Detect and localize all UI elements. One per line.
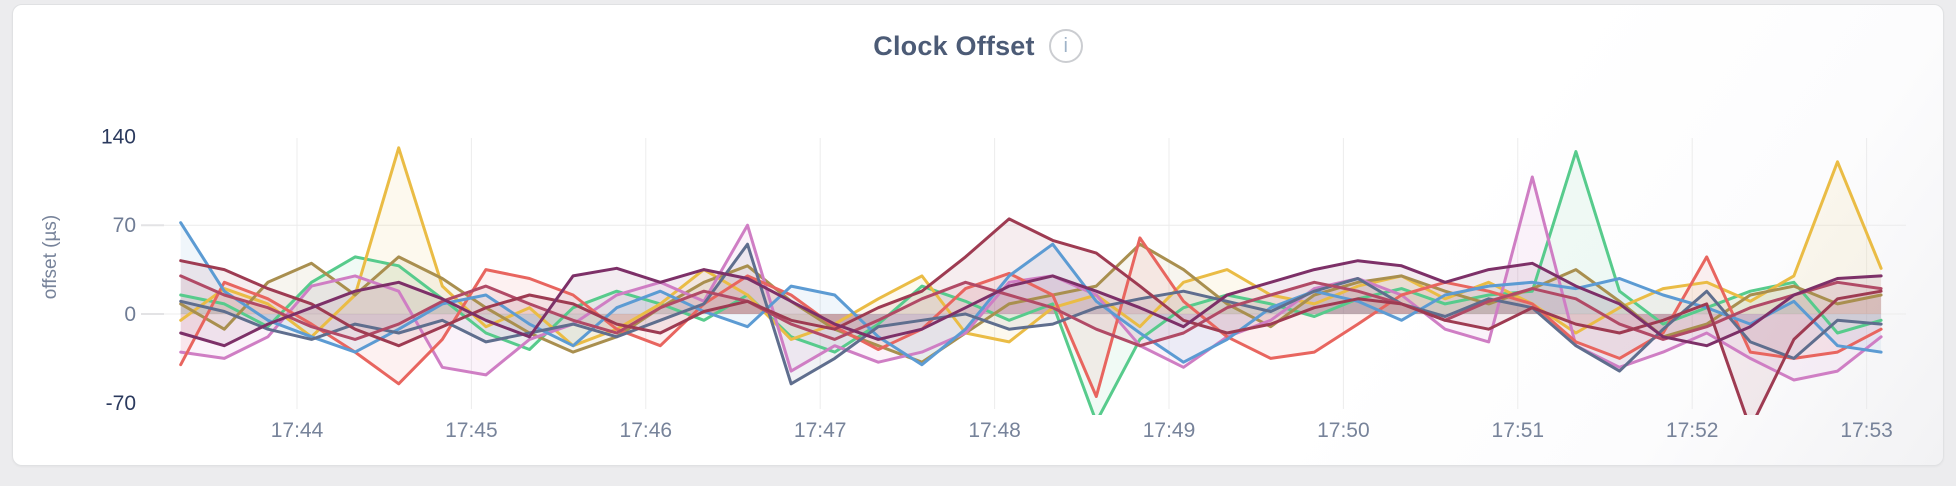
series-area-plum: [180, 260, 1882, 346]
axis-labels: 17:44 17:45 17:46 17:47 17:48 17:49 17:50 17:51…: [101, 125, 1893, 442]
series-line-slate: [179, 242, 1883, 386]
x-tick-label: 17:44: [271, 419, 324, 442]
x-tick-label: 17:52: [1666, 419, 1719, 442]
clock-offset-chart-canvas[interactable]: 17:44 17:45 17:46 17:47 17:48 17:49 17:50 17:51…: [13, 5, 1945, 467]
x-tick-label: 17:53: [1840, 419, 1893, 442]
y-tick-label: 70: [113, 214, 136, 237]
series-line-blue: [179, 221, 1883, 367]
chart-card: Clock Offset i 17:44 17:45 17:46 17:47 17:48…: [12, 4, 1944, 466]
y-tick-label: 140: [101, 125, 136, 148]
y-tick-label: 0: [124, 303, 136, 326]
x-tick-label: 17:50: [1317, 419, 1370, 442]
series-area-blue: [180, 222, 1882, 365]
series-line-orchid: [179, 175, 1883, 382]
y-tick-label: -70: [106, 392, 136, 415]
chart-header: Clock Offset i: [13, 29, 1943, 63]
series-line-maroon: [179, 217, 1883, 415]
info-icon[interactable]: i: [1048, 29, 1083, 63]
series-area-maroon: [180, 218, 1882, 415]
x-tick-label: 17:45: [445, 419, 498, 442]
y-axis-title: offset (µs): [40, 215, 61, 300]
x-tick-label: 17:47: [794, 419, 847, 442]
series-line-plum: [179, 259, 1883, 348]
series-area-orchid: [180, 177, 1882, 380]
chart-title: Clock Offset: [873, 30, 1035, 61]
series-areas: [180, 147, 1882, 415]
grid-lines: [141, 138, 1906, 409]
x-tick-label: 17:51: [1492, 419, 1545, 442]
series-lines: [179, 146, 1883, 415]
series-area-slate: [180, 244, 1882, 384]
series-line-crimson: [179, 274, 1883, 348]
x-tick-label: 17:48: [968, 419, 1021, 442]
x-tick-label: 17:46: [620, 419, 673, 442]
series-line-salmon: [179, 236, 1883, 398]
x-tick-label: 17:49: [1143, 419, 1196, 442]
